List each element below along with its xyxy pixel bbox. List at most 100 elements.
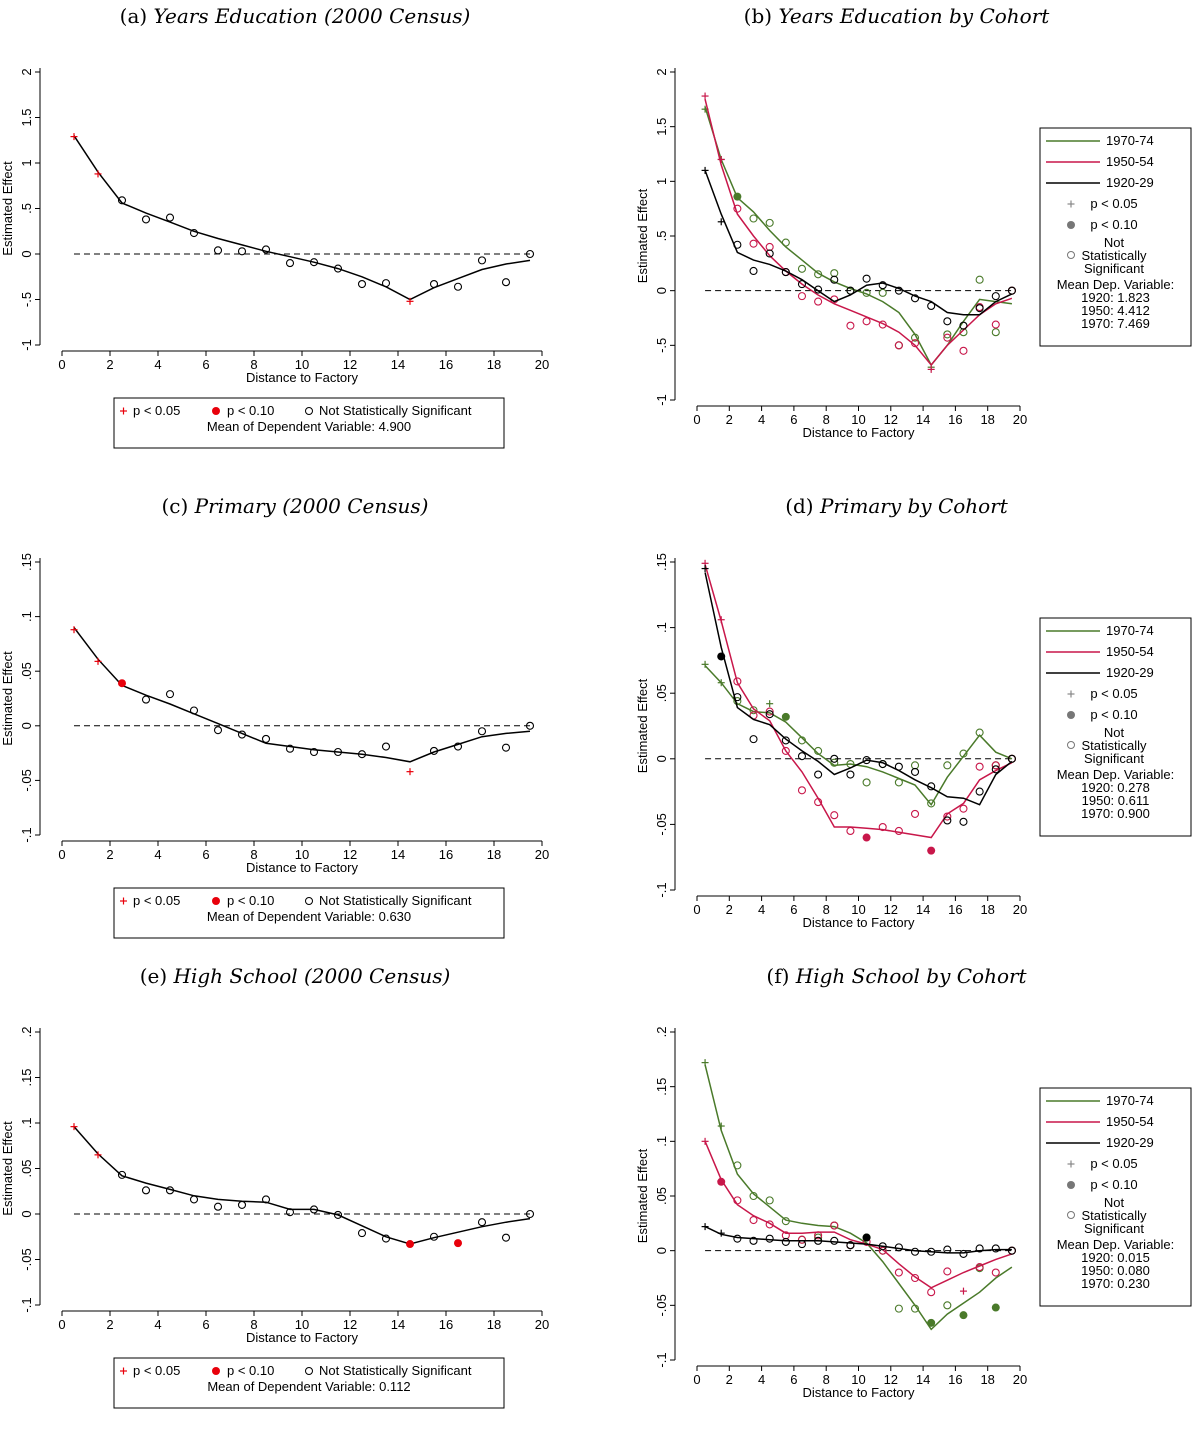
marker-ns bbox=[765, 710, 774, 719]
x-tick-label: 2 bbox=[106, 1317, 113, 1332]
legend-note: Mean Dep. Variable: bbox=[1057, 277, 1175, 292]
marker-ns bbox=[117, 1170, 127, 1179]
x-tick-label: 10 bbox=[295, 1317, 309, 1332]
legend-marker-p10 bbox=[1067, 1181, 1075, 1189]
legend-label: p < 0.05 bbox=[133, 893, 180, 908]
marker-ns bbox=[165, 1186, 175, 1195]
y-tick-label: 0 bbox=[19, 250, 34, 257]
legend-label: 1970-74 bbox=[1106, 1093, 1154, 1108]
marker-ns bbox=[814, 285, 823, 294]
legend-label: p < 0.05 bbox=[1090, 686, 1137, 701]
marker-ns bbox=[429, 1232, 439, 1241]
legend-marker-p10 bbox=[1067, 711, 1075, 719]
legend-box bbox=[1039, 127, 1192, 347]
marker-p05 bbox=[70, 133, 78, 141]
marker-ns bbox=[165, 213, 175, 222]
panel-letter: (e) bbox=[139, 964, 168, 988]
panel-title: Years Education (2000 Census) bbox=[153, 4, 471, 28]
marker-p05 bbox=[94, 1151, 102, 1159]
marker-ns bbox=[991, 765, 1000, 774]
x-tick-label: 6 bbox=[790, 412, 797, 427]
legend-box bbox=[113, 1357, 505, 1409]
marker-ns bbox=[943, 1267, 952, 1276]
x-tick-label: 0 bbox=[693, 1372, 700, 1387]
marker-ns bbox=[943, 816, 952, 825]
y-tick-label: -1 bbox=[19, 339, 34, 351]
fit-line bbox=[73, 1126, 531, 1245]
y-tick-label: -.1 bbox=[19, 827, 34, 842]
legend-box bbox=[113, 397, 505, 449]
x-tick-label: 4 bbox=[758, 902, 765, 917]
marker-ns bbox=[453, 742, 463, 751]
legend-marker-p10 bbox=[1067, 221, 1075, 229]
marker-ns bbox=[943, 317, 952, 326]
marker-ns bbox=[285, 1208, 295, 1217]
marker-ns bbox=[357, 279, 367, 289]
panel-a: (a) Years Education (2000 Census) 0 2 4 6 8 1… bbox=[0, 0, 590, 470]
legend-label: Statistically bbox=[1081, 1208, 1147, 1223]
marker-ns bbox=[309, 258, 319, 267]
marker-ns bbox=[213, 1202, 223, 1211]
panel-title: High School (2000 Census) bbox=[173, 964, 451, 988]
marker-ns bbox=[910, 809, 920, 818]
marker-ns bbox=[943, 1301, 952, 1310]
marker-ns bbox=[749, 1191, 758, 1201]
marker-ns bbox=[429, 279, 439, 289]
legend-label: Not Statistically Significant bbox=[319, 403, 472, 418]
legend-marker-ns bbox=[1067, 741, 1075, 749]
x-tick-label: 14 bbox=[916, 412, 930, 427]
marker-ns bbox=[846, 321, 855, 330]
legend-note: 1920: 0.015 bbox=[1081, 1250, 1150, 1265]
y-tick-label: 0 bbox=[654, 287, 669, 294]
marker-ns bbox=[797, 264, 807, 273]
x-tick-label: 20 bbox=[1013, 412, 1027, 427]
marker-ns bbox=[749, 1236, 758, 1245]
x-tick-label: 0 bbox=[58, 847, 65, 862]
marker-ns bbox=[781, 736, 790, 745]
marker-ns bbox=[846, 826, 855, 836]
marker-ns bbox=[991, 761, 1000, 770]
fit-line bbox=[704, 572, 1013, 806]
fit-line bbox=[704, 1225, 1012, 1254]
marker-ns bbox=[765, 1220, 774, 1229]
x-tick-label: 14 bbox=[391, 357, 405, 372]
marker-p05 bbox=[717, 1229, 725, 1237]
chart-svg: 0 2 4 6 8 10 12 14 16 18 20 Distance to Factory -.1 -… bbox=[0, 1027, 549, 1409]
legend-label: 1970-74 bbox=[1106, 133, 1154, 148]
y-tick-label: 0 bbox=[19, 1210, 34, 1217]
marker-ns bbox=[733, 240, 742, 249]
panel-caption: (a) Years Education (2000 Census) bbox=[0, 4, 590, 28]
marker-p10 bbox=[717, 1177, 726, 1186]
fit-line bbox=[704, 106, 1013, 367]
x-tick-label: 12 bbox=[343, 847, 357, 862]
y-tick-label: .15 bbox=[19, 553, 34, 571]
panel-title: Primary (2000 Census) bbox=[194, 494, 429, 518]
y-tick-label: .05 bbox=[19, 662, 34, 680]
y-tick-label: -.1 bbox=[19, 1297, 34, 1312]
legend-label: 1970-74 bbox=[1106, 623, 1154, 638]
marker-ns bbox=[910, 767, 920, 776]
marker-ns bbox=[830, 269, 839, 278]
marker-p05 bbox=[94, 657, 102, 665]
marker-ns bbox=[975, 304, 984, 313]
marker-ns bbox=[927, 782, 936, 791]
marker-ns bbox=[733, 1234, 742, 1243]
marker-ns bbox=[878, 288, 887, 297]
marker-ns bbox=[213, 246, 223, 255]
legend-marker-p10 bbox=[212, 407, 220, 415]
x-tick-label: 16 bbox=[948, 412, 962, 427]
legend-marker-p05 bbox=[1067, 200, 1075, 208]
y-tick-label: .1 bbox=[19, 1118, 34, 1129]
legend-marker-ns bbox=[1067, 1211, 1075, 1219]
marker-ns bbox=[749, 214, 758, 223]
marker-ns bbox=[1007, 286, 1016, 295]
x-tick-label: 20 bbox=[535, 357, 549, 372]
marker-p05 bbox=[701, 1223, 709, 1231]
marker-ns bbox=[975, 728, 984, 737]
marker-ns bbox=[141, 215, 151, 224]
x-axis-label: Distance to Factory bbox=[803, 425, 915, 440]
x-tick-label: 12 bbox=[884, 1372, 898, 1387]
marker-ns bbox=[814, 1236, 823, 1245]
panel-caption: (b) Years Education by Cohort bbox=[600, 4, 1193, 28]
